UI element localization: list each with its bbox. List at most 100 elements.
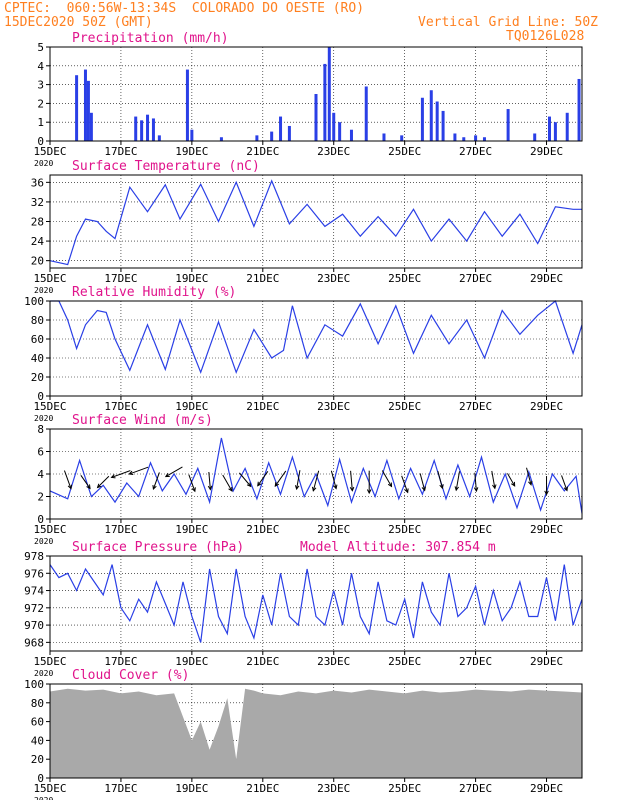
panel-wind: 0 2 4 6 8 15DEC 17DEC 19DEC 21DEC 23DEC 25DEC 27DEC… [33,413,583,546]
x-tick-label: 25DEC [388,523,421,536]
y-tick-label: 0 [37,135,44,148]
wind-arrow-head [492,484,497,490]
precip-bar [453,133,457,141]
precip-bar [323,63,327,141]
x-year-label: 2020 [34,286,53,295]
wind-arrow-head [67,484,73,490]
x-tick-label: 27DEC [459,523,492,536]
wind-arrow-shaft [63,470,72,489]
wind-arrow-head [311,486,317,492]
wind-arrow [63,470,73,490]
wind-arrow-shaft [129,466,149,475]
x-tick-label: 23DEC [317,523,350,536]
y-tick-label: 972 [24,602,44,615]
x-tick-label: 25DEC [388,400,421,413]
precip-bar [327,47,331,141]
y-tick-label: 6 [37,446,44,459]
x-tick-label: 15DEC [33,523,66,536]
wind-arrow [257,471,269,487]
wind-arrow-shaft [455,471,461,491]
precip-bar [190,129,194,141]
wind-arrow-head [528,480,533,486]
x-tick-label: 27DEC [459,400,492,413]
y-tick-label: 0 [37,390,44,403]
wind-arrow [164,466,183,478]
x-tick-label: 17DEC [104,655,137,668]
x-tick-label: 29DEC [530,400,563,413]
y-tick-label: 36 [31,176,44,189]
x-tick-label: 21DEC [246,400,279,413]
header-station: CPTEC: 060:56W-13:34S COLORADO DO OESTE … [4,1,365,16]
x-tick-label: 21DEC [246,145,279,158]
wind-arrow-shaft [222,474,233,492]
wind-arrow-shaft [437,470,443,489]
panel-frame [49,300,583,397]
wind-arrow-shaft [401,475,409,493]
wind-arrow-shaft [561,475,568,491]
y-tick-label: 40 [31,352,44,365]
temp-line [49,179,582,266]
x-tick-label: 17DEC [104,145,137,158]
wind-line [49,437,583,514]
y-tick-label: 3 [37,79,44,92]
wind-arrow [330,470,338,490]
panel-frame [49,555,583,652]
y-tick-label: 976 [24,567,44,580]
y-tick-label: 24 [31,235,45,248]
y-tick-label: 40 [31,734,44,747]
precip-bar [441,110,445,141]
y-tick-label: 28 [31,216,44,229]
precip-bar [185,69,189,141]
precip-bar [474,135,478,141]
panel-cloud: 0 20 40 60 80 100 15DEC 17DEC 19DEC 21DEC 23DEC 25D… [24,668,583,800]
wind-arrow-shaft [165,466,183,477]
x-tick-label: 23DEC [317,782,350,795]
wind-arrow-head [128,470,134,476]
y-tick-label: 100 [24,678,44,691]
y-tick-label: 60 [31,333,44,346]
y-tick-label: 80 [31,314,44,327]
y-tick-label: 1 [37,116,44,129]
wind-arrow-shaft [296,470,301,490]
panel-temp: 20 24 28 32 36 15DEC 17DEC 19DEC 21DEC 23DEC 25DEC… [31,159,583,295]
panel-title: Cloud Cover (%) [72,668,189,683]
wind-arrow [110,470,131,479]
wind-arrow-head [86,484,91,490]
x-tick-label: 25DEC [388,272,421,285]
wind-arrow-shaft [239,472,252,487]
wind-arrow-head [563,486,568,492]
precip-bar [338,122,342,141]
x-tick-label: 25DEC [388,782,421,795]
precip-bar [364,86,368,141]
precip-bar [332,112,336,141]
wind-arrow-head [191,487,196,493]
wind-arrow [437,470,444,490]
wind-arrow-head [274,482,280,487]
x-year-label: 2020 [34,414,53,423]
wind-arrow-shaft [312,470,320,491]
x-tick-label: 15DEC [33,272,66,285]
x-tick-label: 19DEC [175,655,208,668]
precip-bar [86,80,90,141]
x-tick-label: 23DEC [317,272,350,285]
panel-title: Surface Temperature (nC) [72,159,260,174]
y-tick-label: 4 [37,468,44,481]
wind-arrow-shaft [491,470,496,489]
x-tick-label: 21DEC [246,655,279,668]
wind-arrow-head [454,486,460,492]
wind-arrow-head [333,484,338,490]
x-tick-label: 15DEC [33,145,66,158]
wind-arrow-head [257,481,262,487]
wind-arrow-shaft [474,472,477,492]
y-tick-label: 60 [31,716,44,729]
precip-bar [577,78,581,141]
panel-title: Surface Wind (m/s) [72,413,213,428]
wind-arrow-head [294,485,300,491]
x-tick-label: 25DEC [388,145,421,158]
wind-arrow-head [110,474,116,479]
x-tick-label: 27DEC [459,272,492,285]
wind-arrow-head [152,484,157,491]
x-year-label: 2020 [34,537,53,546]
panel-press: 968 970 972 974 976 978 15DEC 17DEC 19DEC 21DEC 23… [24,540,583,678]
